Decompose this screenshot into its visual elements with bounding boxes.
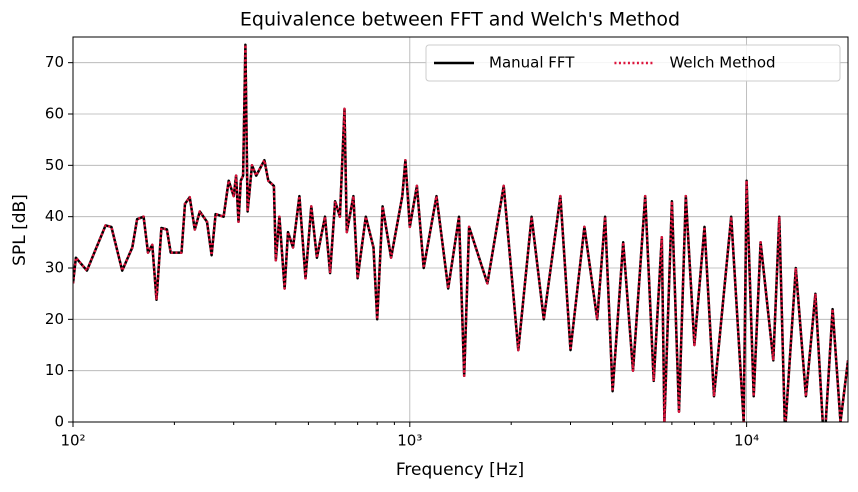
y-tick-label: 0	[54, 413, 64, 431]
y-tick-label: 70	[45, 53, 64, 71]
y-tick-label: 30	[45, 259, 64, 277]
y-axis-label: SPL [dB]	[10, 194, 30, 266]
x-tick-label: 10²	[60, 432, 85, 450]
series-line	[73, 43, 848, 422]
y-tick-label: 50	[45, 156, 64, 174]
y-tick-label: 40	[45, 207, 64, 225]
plot-area	[73, 43, 848, 422]
legend-label: Manual FFT	[489, 54, 575, 72]
x-axis-label: Frequency [Hz]	[396, 460, 524, 480]
legend-label: Welch Method	[669, 54, 775, 72]
y-tick-label: 60	[45, 105, 64, 123]
chart-title: Equivalence between FFT and Welch's Meth…	[240, 9, 680, 31]
legend: Manual FFT Welch Method	[425, 44, 841, 82]
x-tick-label: 10³	[397, 432, 422, 450]
x-tick-label: 10⁴	[734, 432, 759, 450]
axes-frame	[72, 36, 849, 423]
y-tick-label: 10	[45, 361, 64, 379]
y-tick-label: 20	[45, 310, 64, 328]
